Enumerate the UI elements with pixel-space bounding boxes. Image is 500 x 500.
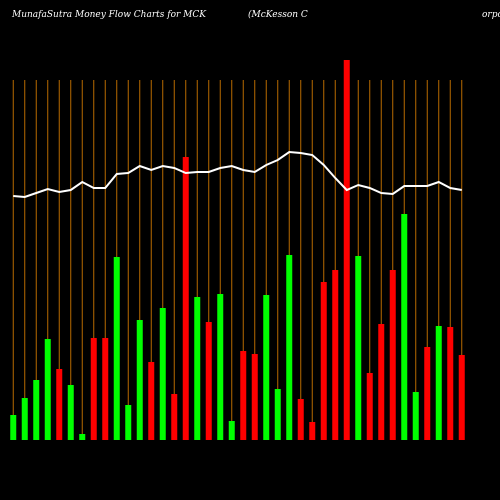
bar bbox=[309, 422, 316, 440]
bar bbox=[251, 354, 258, 440]
bar bbox=[90, 338, 97, 440]
bar bbox=[435, 326, 442, 440]
bar bbox=[136, 320, 143, 440]
bar bbox=[355, 256, 362, 440]
bar bbox=[171, 394, 178, 440]
bar bbox=[159, 308, 166, 440]
bar bbox=[401, 214, 408, 440]
bar bbox=[44, 339, 51, 440]
bar bbox=[240, 351, 247, 440]
bar bbox=[458, 355, 465, 440]
bar bbox=[412, 392, 419, 440]
chart-subtitle: (McKesson C bbox=[248, 9, 308, 20]
bar bbox=[332, 270, 339, 440]
bar bbox=[447, 327, 454, 440]
bar bbox=[389, 270, 396, 440]
chart-title: MunafaSutra Money Flow Charts for MCK bbox=[11, 10, 207, 20]
bar bbox=[10, 415, 17, 440]
bar bbox=[182, 157, 189, 440]
annotation: orpo bbox=[482, 10, 500, 20]
bar bbox=[148, 362, 155, 440]
bar bbox=[274, 389, 281, 440]
bar bbox=[33, 380, 40, 440]
bar bbox=[205, 322, 212, 440]
bar bbox=[343, 60, 350, 440]
bar bbox=[424, 347, 431, 440]
bar bbox=[102, 338, 109, 440]
bar bbox=[194, 297, 201, 440]
bar bbox=[286, 255, 293, 440]
bar bbox=[67, 385, 74, 440]
bar bbox=[366, 373, 373, 440]
bar bbox=[125, 405, 132, 440]
bar bbox=[21, 398, 28, 440]
bar bbox=[79, 434, 86, 440]
bar bbox=[297, 399, 304, 440]
line bbox=[13, 150, 462, 199]
bar bbox=[263, 295, 270, 440]
bar bbox=[228, 421, 235, 440]
bar bbox=[320, 282, 327, 440]
bar bbox=[113, 257, 120, 440]
bar bbox=[56, 369, 63, 440]
bar bbox=[378, 324, 385, 440]
bar bbox=[217, 294, 224, 440]
